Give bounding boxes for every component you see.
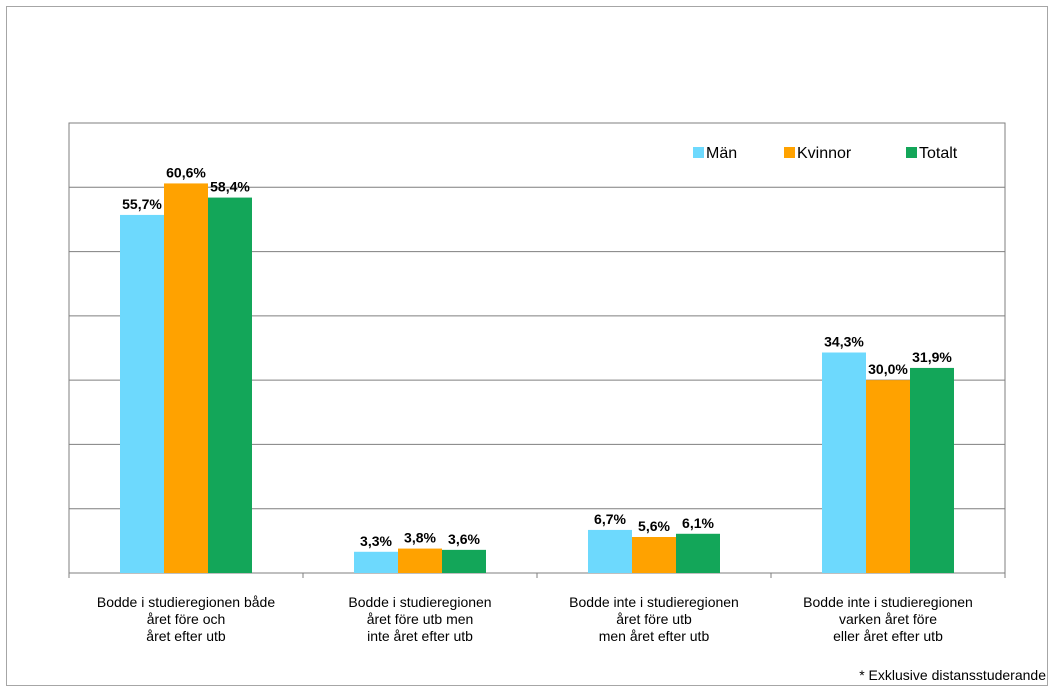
- legend-swatch-kvinnor: [784, 147, 795, 158]
- legend-label-män: Män: [706, 145, 737, 162]
- bar-totalt-2: [442, 549, 486, 573]
- data-label: 34,3%: [824, 334, 864, 350]
- data-label: 55,7%: [122, 196, 162, 212]
- data-label: 58,4%: [210, 179, 250, 195]
- bar-totalt-4: [910, 367, 954, 573]
- bar-totalt-3: [676, 533, 720, 573]
- bar-män-3: [588, 529, 632, 573]
- category-label: Bodde i studieregionen både året före och…: [97, 594, 275, 644]
- data-label: 6,7%: [594, 511, 626, 527]
- legend-swatch-totalt: [906, 147, 917, 158]
- bar-män-2: [354, 551, 398, 573]
- bar-kvinnor-1: [164, 183, 208, 573]
- data-label: 3,8%: [404, 530, 436, 546]
- data-label: 30,0%: [868, 361, 908, 377]
- legend-swatch-män: [693, 147, 704, 158]
- bar-kvinnor-4: [866, 380, 910, 573]
- data-label: 3,6%: [448, 531, 480, 547]
- data-label: 31,9%: [912, 349, 952, 365]
- legend-label-kvinnor: Kvinnor: [797, 145, 852, 162]
- bar-kvinnor-2: [398, 548, 442, 573]
- data-label: 6,1%: [682, 515, 714, 531]
- x-axis: Bodde i studieregionen både året före och…: [68, 573, 1006, 644]
- bar-män-1: [120, 214, 164, 573]
- category-label: Bodde i studieregionen året före utb men i…: [348, 594, 491, 644]
- bars: 55,7%60,6%58,4% 3,3% 3,8% 3,6% 6,7% 5,6% 6,1% 3…: [120, 164, 954, 574]
- bar-kvinnor-3: [632, 537, 676, 573]
- data-label: 5,6%: [638, 518, 670, 534]
- legend-label-totalt: Totalt: [919, 145, 958, 162]
- legend: Män Kvinnor Totalt: [693, 145, 958, 162]
- data-label: 60,6%: [166, 164, 206, 180]
- category-label: Bodde inte i studieregionen året före utb…: [569, 594, 739, 644]
- bar-män-4: [822, 352, 866, 573]
- footnote: * Exklusive distansstuderande: [859, 667, 1046, 683]
- data-label: 3,3%: [360, 533, 392, 549]
- bar-totalt-1: [208, 197, 252, 574]
- category-label: Bodde inte i studieregionen varken året f…: [803, 594, 973, 644]
